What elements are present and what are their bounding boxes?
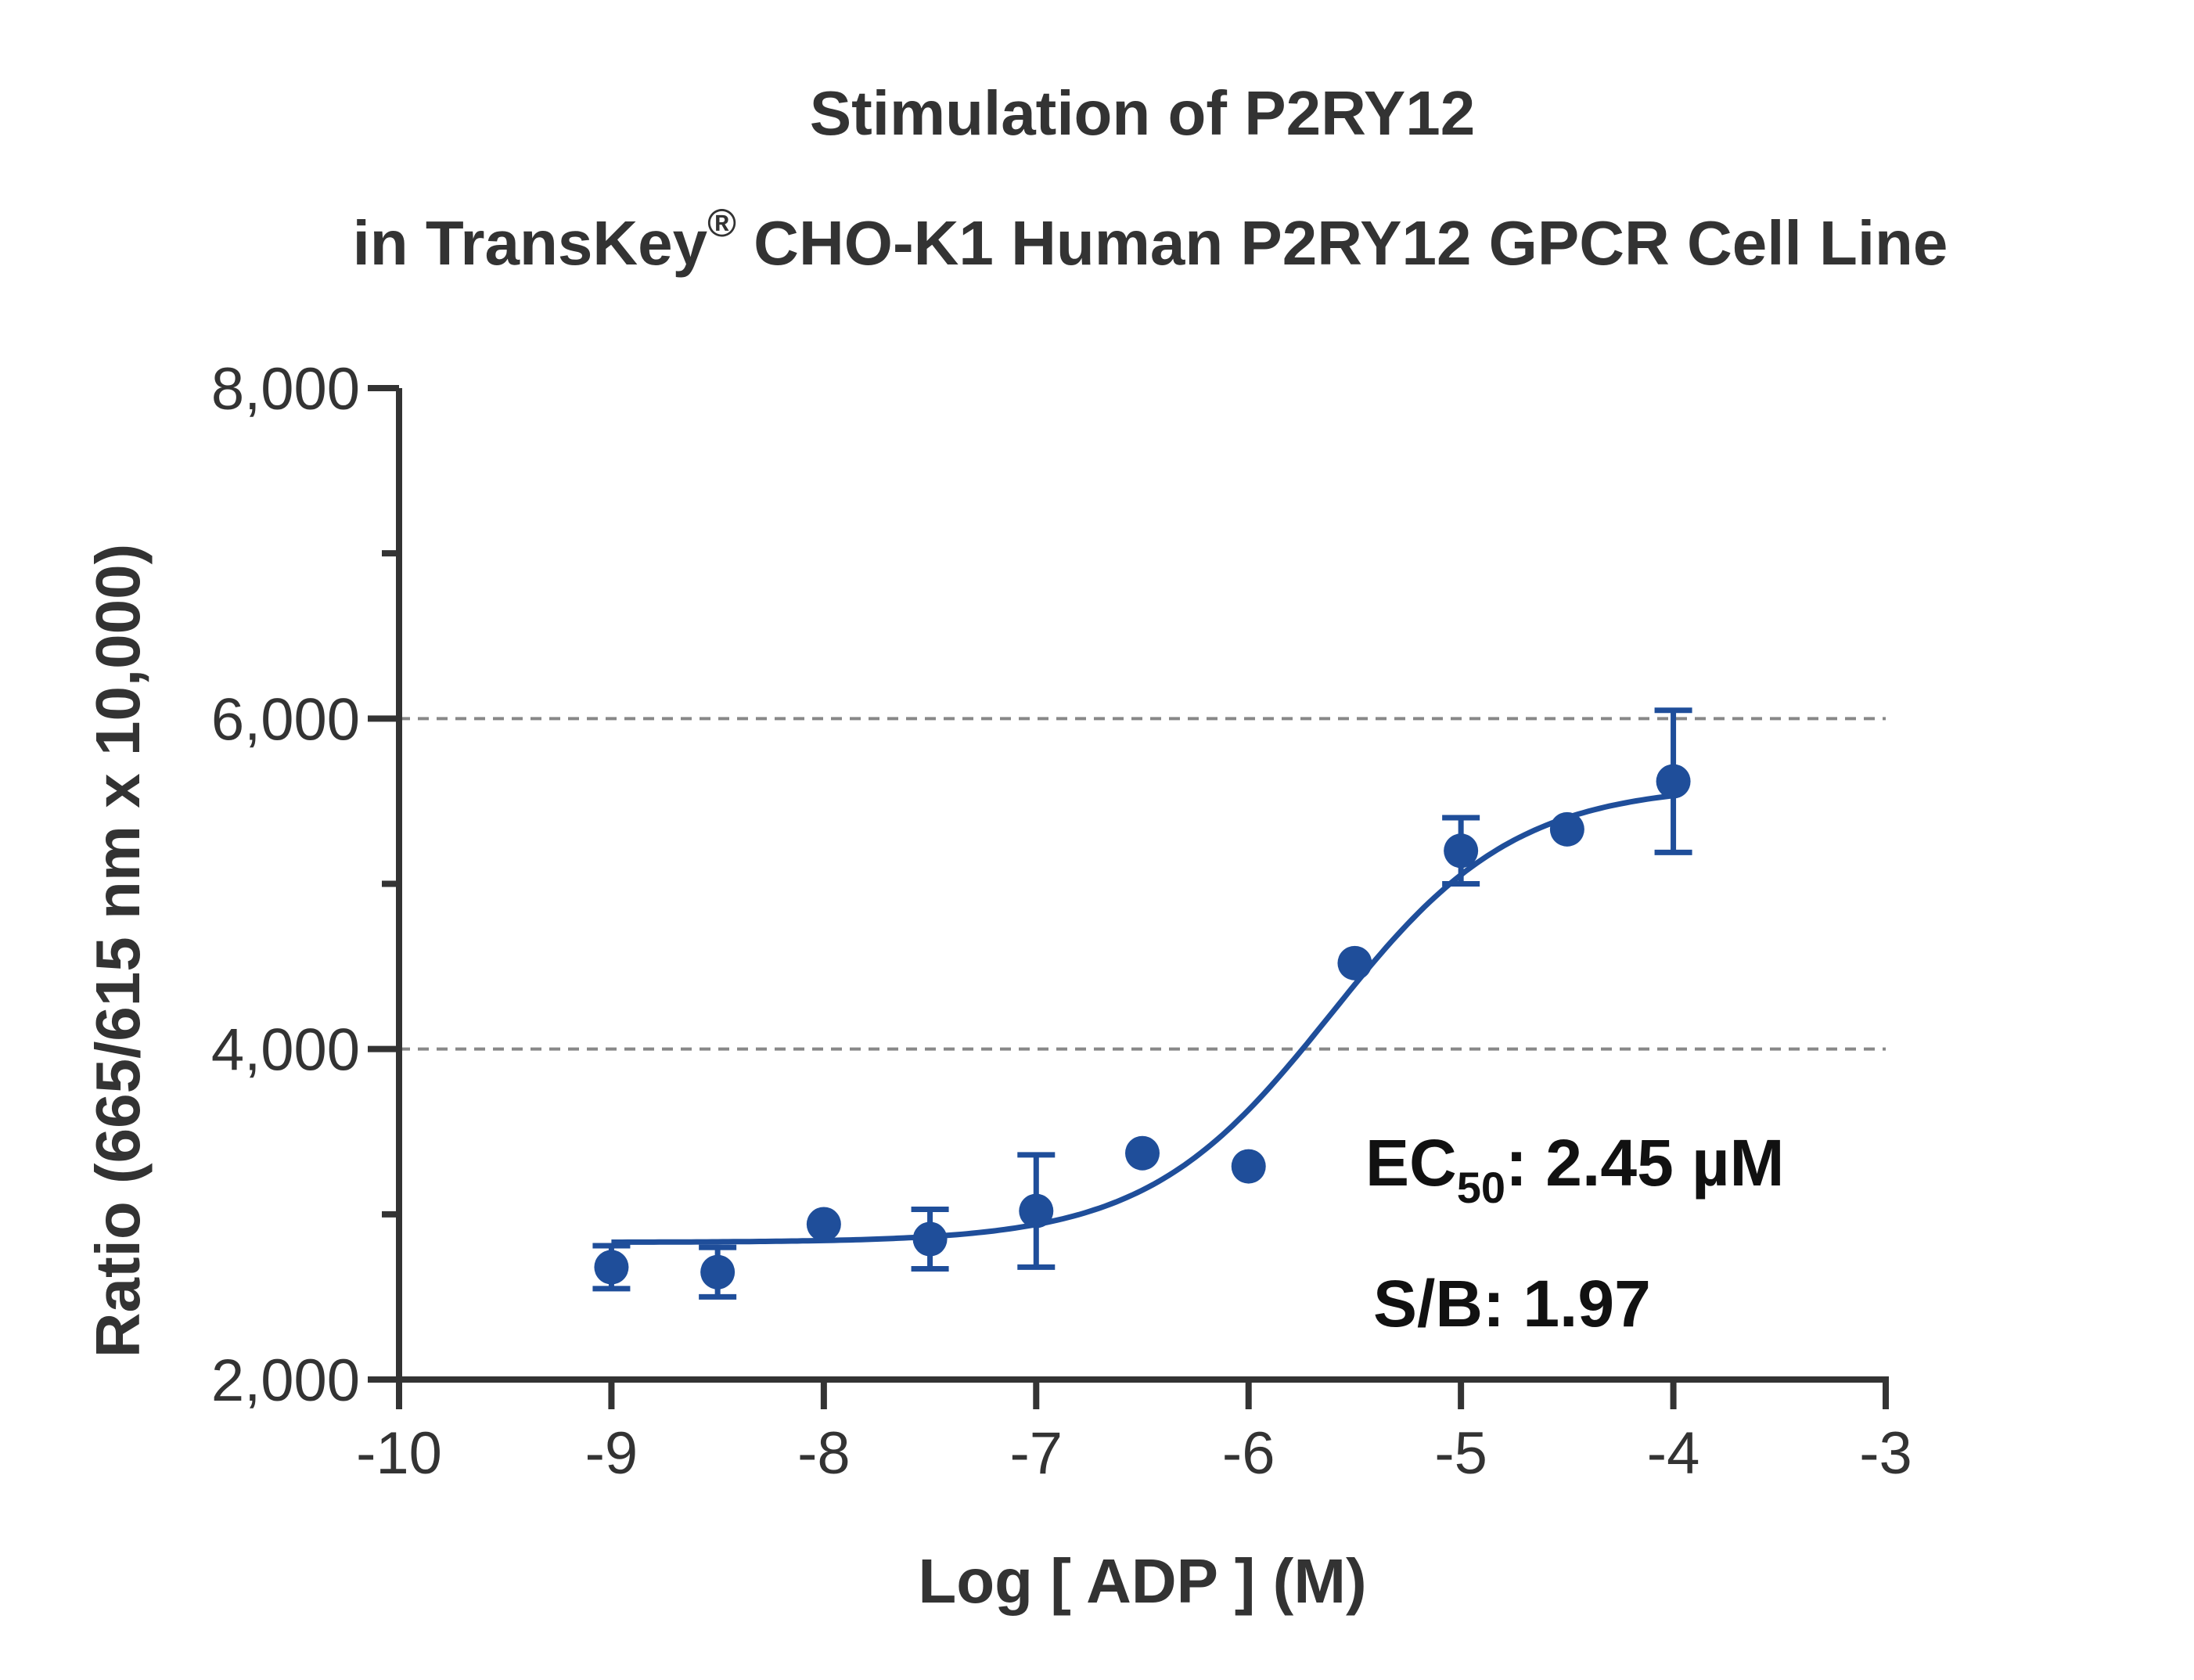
data-point xyxy=(700,1254,736,1290)
data-point xyxy=(912,1221,948,1257)
ec50-value: : 2.45 µM xyxy=(1505,1126,1785,1200)
data-point xyxy=(806,1207,841,1242)
data-point xyxy=(594,1250,629,1285)
y-tick-label: 2,000 xyxy=(211,1347,360,1414)
y-tick-label: 8,000 xyxy=(211,356,360,423)
ec50-annotation: EC50: 2.45 µM xyxy=(1365,1126,1785,1212)
y-axis-title: Ratio (665/615 nm x 10,000) xyxy=(83,544,153,1358)
registered-mark: ® xyxy=(707,201,736,245)
x-tick-label: -3 xyxy=(1859,1420,1912,1487)
x-tick-label: -4 xyxy=(1647,1420,1700,1487)
y-tick-label: 4,000 xyxy=(211,1017,360,1084)
data-point xyxy=(1125,1135,1160,1171)
chart-title-line1: Stimulation of P2RY12 xyxy=(810,78,1476,148)
gridlines xyxy=(399,717,1886,1051)
fit-curve xyxy=(611,793,1674,1245)
x-tick-label: -7 xyxy=(1009,1420,1063,1487)
ec50-subscript: 50 xyxy=(1457,1163,1505,1212)
chart-title-line2-prefix: in TransKey xyxy=(353,208,708,278)
data-point xyxy=(1549,811,1584,847)
x-tick-label: -10 xyxy=(356,1420,442,1487)
data-point xyxy=(1444,833,1479,869)
x-tick-label: -6 xyxy=(1222,1420,1275,1487)
ec50-prefix: EC xyxy=(1365,1126,1457,1200)
chart-title-line2-suffix: CHO-K1 Human P2RY12 GPCR Cell Line xyxy=(736,208,1948,278)
x-tick-label: -5 xyxy=(1434,1420,1487,1487)
sb-annotation: S/B: 1.97 xyxy=(1373,1267,1651,1340)
data-point xyxy=(1337,945,1372,980)
x-axis-title: Log [ ADP ] (M) xyxy=(918,1546,1366,1616)
data-point xyxy=(1656,764,1691,799)
axes: -10 -9 -8 -7 -6 -5 -4 -3 2,000 4,000 6,000 8,000 xyxy=(211,356,1912,1487)
y-tick-label: 6,000 xyxy=(211,686,360,753)
x-tick-label: -8 xyxy=(797,1420,851,1487)
x-tick-label: -9 xyxy=(585,1420,638,1487)
chart-title-line2: in TransKey® CHO-K1 Human P2RY12 GPCR Ce… xyxy=(353,201,1948,278)
data-point xyxy=(1019,1193,1054,1229)
data-point xyxy=(1231,1149,1266,1184)
data-points xyxy=(592,707,1692,1300)
